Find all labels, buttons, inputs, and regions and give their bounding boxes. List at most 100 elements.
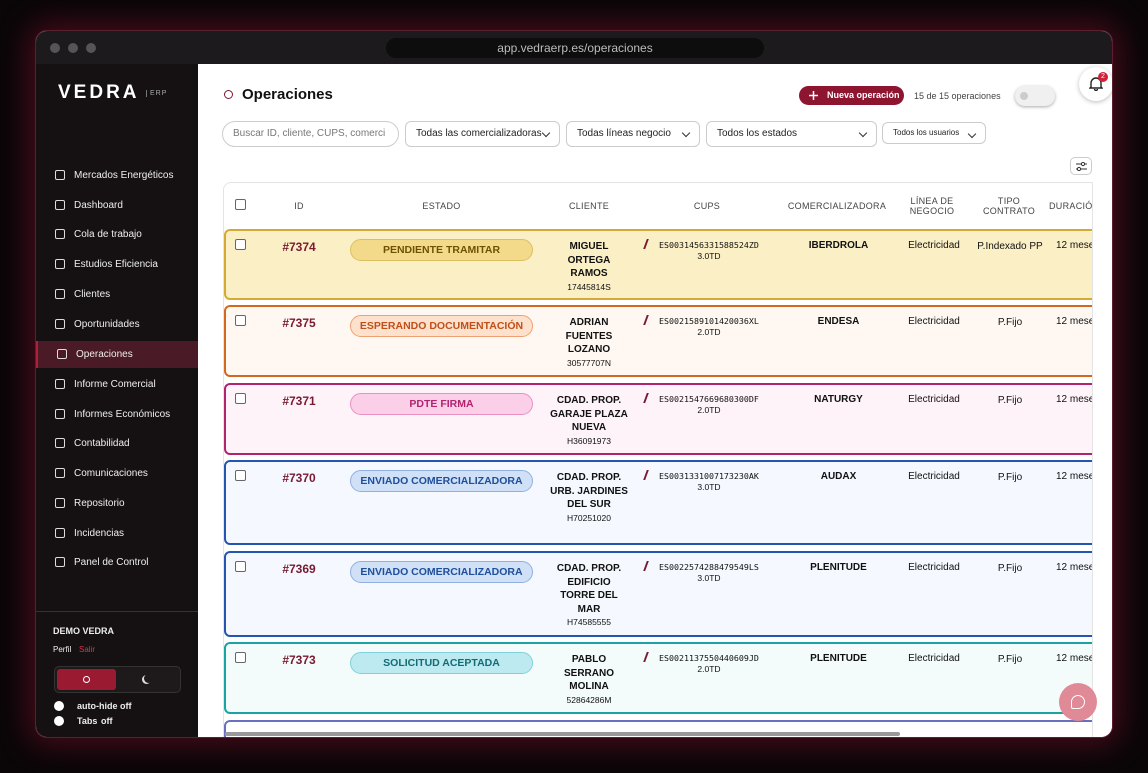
operation-id[interactable]: #7374 [282, 240, 316, 254]
column-header: TIPO CONTRATO [982, 196, 1036, 216]
logo-tag: ERP [146, 90, 167, 97]
sun-icon [83, 676, 90, 683]
client-name: ADRIAN FUENTES LOZANO [565, 317, 613, 355]
sidebar: VEDRA ERP DEMO VEDRA Perfil Salir auto-h… [36, 64, 198, 737]
filter-select[interactable]: Todos los usuarios [882, 122, 986, 144]
retailer: ENDESA [817, 316, 860, 327]
menu-icon [55, 438, 65, 449]
cups-icon [643, 470, 655, 480]
switch[interactable] [54, 701, 64, 711]
row-checkbox[interactable] [235, 561, 246, 572]
window-dot [68, 43, 78, 53]
notifications-button[interactable]: 2 [1079, 67, 1112, 101]
moon-icon[interactable] [144, 674, 153, 683]
table-row[interactable]: #7374 PENDIENTE TRAMITAR MIGUEL ORTEGA RAM… [224, 229, 1092, 300]
row-checkbox[interactable] [235, 470, 246, 481]
menu-item[interactable]: Incidencias [36, 520, 198, 547]
menu-icon [55, 259, 65, 270]
profile-link[interactable]: Perfil [53, 645, 72, 654]
row-checkbox[interactable] [235, 652, 246, 663]
duration: 12 meses [1056, 471, 1092, 482]
cups-code: ES0021589101420036XL [659, 316, 759, 326]
setting-state: off [101, 716, 113, 726]
table-row[interactable]: #7371 PDTE FIRMA CDAD. PROP. GARAJE PLAZA … [224, 383, 1092, 455]
plus-icon [809, 91, 818, 100]
toggle[interactable] [1015, 86, 1055, 106]
retailer: IBERDROLA [808, 240, 869, 251]
search-input[interactable]: Buscar ID, cliente, CUPS, comerci [222, 121, 399, 147]
table-row[interactable]: #7373 SOLICITUD ACEPTADA PABLO SERRANO MOL… [224, 642, 1092, 714]
menu-item[interactable]: Panel de Control [36, 549, 198, 576]
row-checkbox[interactable] [235, 239, 246, 250]
menu-label: Operaciones [76, 349, 133, 360]
filter-select[interactable]: Todas las comercializadoras [405, 121, 560, 147]
switch[interactable] [54, 716, 64, 726]
menu-label: Dashboard [74, 199, 123, 211]
filter-select[interactable]: Todos los estados [706, 121, 877, 147]
column-header: LÍNEA DE NEGOCIO [909, 196, 955, 216]
retailer: AUDAX [820, 471, 857, 482]
button-label: Nueva operación [827, 90, 900, 100]
menu-item[interactable]: Mercados Energéticos [36, 162, 198, 189]
menu-item[interactable]: Informes Económicos [36, 401, 198, 428]
client-document: 17445814S [567, 282, 611, 292]
client-document: H36091973 [567, 436, 611, 446]
column-header: COMERCIALIZADORA [787, 201, 887, 211]
menu-label: Informes Económicos [74, 408, 171, 420]
menu-label: Contabilidad [74, 438, 130, 450]
business-line: Electricidad [908, 394, 960, 405]
table-row[interactable]: #7375 ESPERANDO DOCUMENTACIÓN ADRIAN FUENT… [224, 305, 1092, 377]
logo[interactable]: VEDRA [58, 82, 140, 103]
business-line: Electricidad [908, 316, 960, 327]
menu-item[interactable]: Oportunidades [36, 311, 198, 338]
tariff: 3.0TD [697, 573, 721, 583]
menu-item[interactable]: Operaciones [36, 341, 198, 368]
row-checkbox[interactable] [235, 393, 246, 404]
client-name: CDAD. PROP. URB. JARDINES DEL SUR [550, 472, 628, 510]
logout-link[interactable]: Salir [79, 645, 96, 654]
column-header: DURACIÓN [1049, 201, 1093, 211]
address-bar[interactable]: app.vedraerp.es/operaciones [386, 38, 764, 58]
menu-item[interactable]: Estudios Eficiencia [36, 251, 198, 278]
filter-select[interactable]: Todas líneas negocio [566, 121, 700, 147]
duration: 12 meses [1056, 394, 1092, 405]
operation-id[interactable]: #7369 [282, 562, 316, 576]
operation-id[interactable]: #7370 [282, 471, 316, 485]
menu-icon [55, 497, 65, 508]
status-badge: PDTE FIRMA [350, 393, 533, 415]
operation-id[interactable]: #7373 [282, 653, 316, 667]
cups-code: ES0031456331588524ZD [659, 240, 759, 250]
operation-id[interactable]: #7375 [282, 316, 316, 330]
table-row[interactable]: #7369 ENVIADO COMERCIALIZADORA CDAD. PROP.… [224, 551, 1092, 637]
table-row[interactable]: #7370 ENVIADO COMERCIALIZADORA CDAD. PROP.… [224, 460, 1092, 545]
menu-item[interactable]: Informe Comercial [36, 371, 198, 398]
menu-label: Mercados Energéticos [74, 170, 174, 181]
row-checkbox[interactable] [235, 315, 246, 326]
chat-button[interactable] [1059, 683, 1097, 721]
cups-icon [643, 393, 655, 403]
theme-toggle [54, 666, 181, 693]
cups-code: ES0021137550440609JD [659, 653, 759, 663]
light-mode-button[interactable] [57, 669, 116, 690]
chat-icon [1071, 695, 1085, 709]
status-badge: ENVIADO COMERCIALIZADORA [350, 470, 533, 492]
menu-item[interactable]: Contabilidad [36, 430, 198, 457]
select-all-checkbox[interactable] [235, 199, 246, 210]
window-dot [86, 43, 96, 53]
menu-item[interactable]: Clientes [36, 281, 198, 308]
operation-id[interactable]: #7371 [282, 394, 316, 408]
business-line: Electricidad [908, 471, 960, 482]
client-document: H74585555 [567, 617, 611, 627]
tariff: 2.0TD [697, 664, 721, 674]
menu-item[interactable]: Dashboard [36, 192, 198, 219]
browser-window: app.vedraerp.es/operaciones VEDRA ERP DE… [35, 30, 1113, 738]
new-operation-button[interactable]: Nueva operación [799, 86, 904, 105]
menu-item[interactable]: Comunicaciones [36, 460, 198, 487]
menu-item[interactable]: Cola de trabajo [36, 221, 198, 248]
menu-icon [55, 527, 65, 538]
client-name: MIGUEL ORTEGA RAMOS [567, 241, 611, 279]
client-name: CDAD. PROP. GARAJE PLAZA NUEVA [550, 395, 628, 433]
menu-item[interactable]: Repositorio [36, 490, 198, 517]
column-settings-button[interactable] [1070, 157, 1092, 175]
